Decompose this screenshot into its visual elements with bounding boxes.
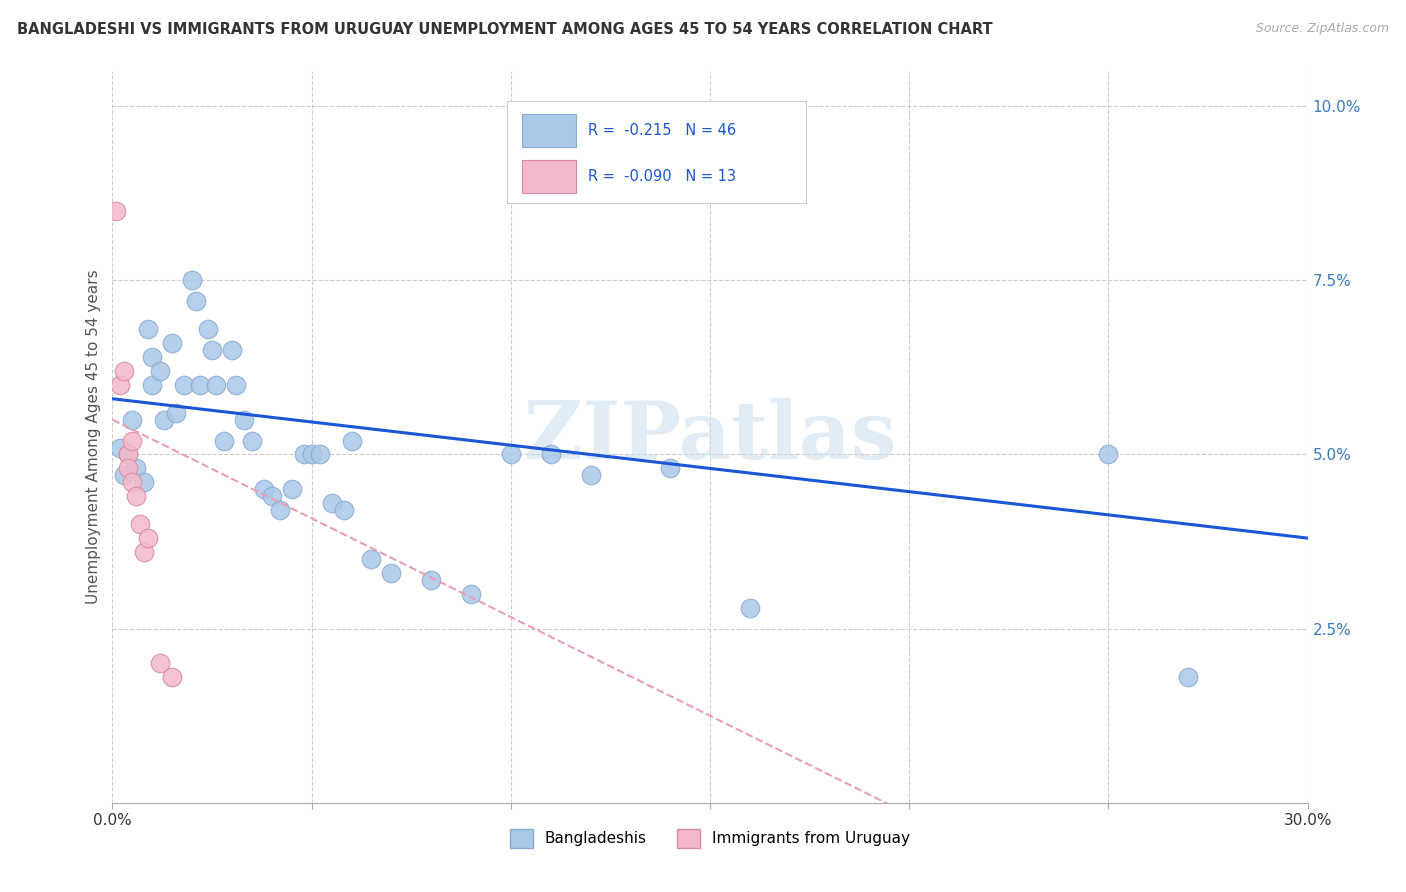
Point [125, 489, 148, 503]
Point [1177, 670, 1199, 684]
Point [162, 336, 183, 351]
Point [117, 448, 139, 462]
Point [110, 377, 132, 392]
Point [221, 343, 243, 357]
Point [460, 587, 482, 601]
Point [540, 448, 562, 462]
Legend: Bangladeshis, Immigrants from Uruguay: Bangladeshis, Immigrants from Uruguay [503, 822, 917, 854]
Point [225, 377, 247, 392]
Point [499, 448, 522, 462]
Point [253, 483, 276, 497]
Y-axis label: Unemployment Among Ages 45 to 54 years: Unemployment Among Ages 45 to 54 years [86, 269, 101, 605]
Point [114, 468, 135, 483]
Point [738, 600, 761, 615]
Point [141, 350, 163, 364]
Point [420, 573, 443, 587]
Point [188, 377, 211, 392]
Point [332, 503, 354, 517]
Point [121, 434, 143, 448]
Point [105, 203, 128, 218]
Point [134, 475, 156, 490]
Point [233, 412, 256, 426]
Point [301, 448, 323, 462]
Point [153, 412, 176, 426]
Point [186, 294, 208, 309]
Point [149, 364, 172, 378]
Point [260, 489, 283, 503]
Point [212, 434, 235, 448]
Point [197, 322, 219, 336]
Point [1097, 448, 1119, 462]
Point [141, 377, 163, 392]
Point [117, 448, 139, 462]
Point [121, 475, 143, 490]
Point [201, 343, 224, 357]
Point [579, 468, 602, 483]
Point [134, 545, 156, 559]
Point [340, 434, 363, 448]
Point [129, 517, 152, 532]
Point [165, 406, 187, 420]
Point [659, 461, 682, 475]
Point [281, 483, 304, 497]
Point [308, 448, 330, 462]
Point [380, 566, 402, 580]
Point [162, 670, 183, 684]
Point [240, 434, 263, 448]
Point [321, 496, 343, 510]
Point [110, 441, 132, 455]
Point [138, 531, 160, 545]
Point [292, 448, 315, 462]
Text: ZIPatlas: ZIPatlas [524, 398, 896, 476]
Text: Source: ZipAtlas.com: Source: ZipAtlas.com [1256, 22, 1389, 36]
Point [117, 461, 139, 475]
Point [205, 377, 228, 392]
Point [121, 412, 143, 426]
Point [173, 377, 195, 392]
Text: BANGLADESHI VS IMMIGRANTS FROM URUGUAY UNEMPLOYMENT AMONG AGES 45 TO 54 YEARS CO: BANGLADESHI VS IMMIGRANTS FROM URUGUAY U… [17, 22, 993, 37]
Point [114, 364, 135, 378]
Point [125, 461, 148, 475]
Point [138, 322, 160, 336]
Point [181, 273, 204, 287]
Point [360, 552, 382, 566]
Point [149, 657, 172, 671]
Point [269, 503, 291, 517]
